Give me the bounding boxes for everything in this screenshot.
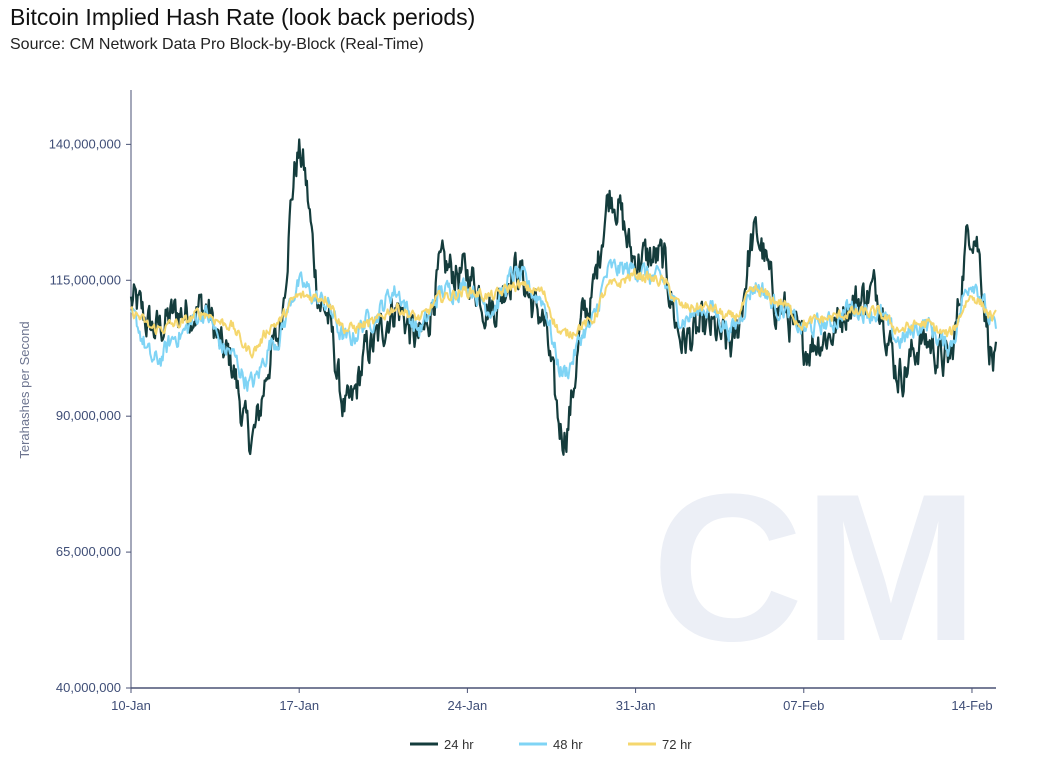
series-line-24-hr [129, 138, 998, 456]
x-tick-label: 17-Jan [279, 698, 319, 713]
x-tick-label: 10-Jan [111, 698, 151, 713]
series-line-72-hr [130, 267, 997, 359]
legend: 24 hr 48 hr 72 hr [410, 737, 692, 752]
chart-title: Bitcoin Implied Hash Rate (look back per… [10, 4, 476, 30]
plot-area: 40,000,000 65,000,000 90,000,000 115,000,00… [49, 90, 998, 713]
series-line-48-hr [130, 258, 997, 392]
x-tick-label: 07-Feb [783, 698, 824, 713]
y-tick-label: 90,000,000 [56, 408, 121, 423]
x-tick-label: 14-Feb [951, 698, 992, 713]
x-tick-label: 31-Jan [616, 698, 656, 713]
y-tick-label: 40,000,000 [56, 680, 121, 695]
y-tick-label: 65,000,000 [56, 544, 121, 559]
legend-label: 48 hr [553, 737, 583, 752]
y-tick-label: 140,000,000 [49, 136, 121, 151]
x-tick-label: 24-Jan [448, 698, 488, 713]
y-tick-label: 115,000,000 [50, 272, 121, 287]
chart-subtitle: Source: CM Network Data Pro Block-by-Blo… [10, 36, 424, 53]
cm-watermark-logo: CM [652, 450, 979, 685]
y-axis-label: Terahashes per Second [17, 321, 32, 458]
legend-label: 72 hr [662, 737, 692, 752]
legend-label: 24 hr [444, 737, 474, 752]
